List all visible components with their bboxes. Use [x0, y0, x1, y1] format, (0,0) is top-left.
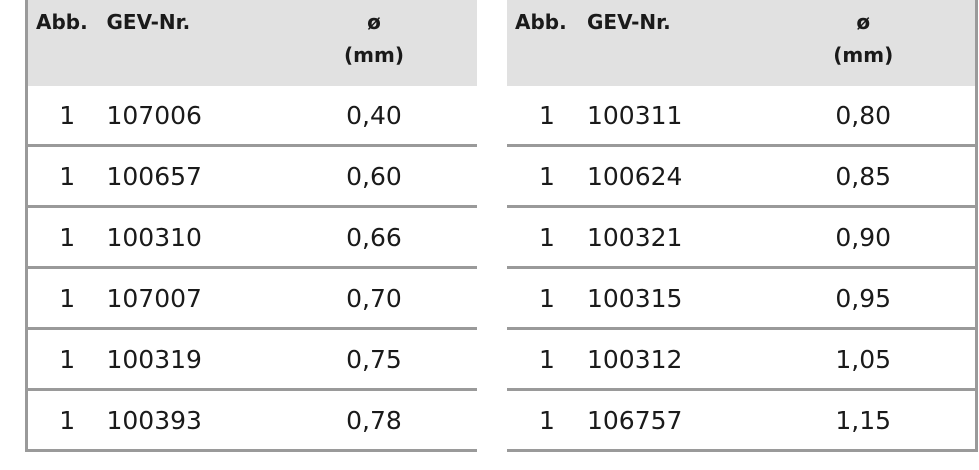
table-row: 1 100321 0,90: [507, 206, 976, 269]
table-cell: 1: [26, 389, 107, 452]
table-cell: 100624: [587, 145, 782, 208]
table-cell: 1: [507, 328, 587, 391]
table-cell: 100321: [587, 206, 782, 269]
table-cell: 1: [26, 328, 107, 391]
header-cell: Abb.: [26, 0, 107, 86]
table-row: 1 100319 0,75: [26, 328, 477, 391]
table-cell: 100310: [106, 206, 302, 269]
table-cell: 100312: [587, 328, 782, 391]
table-row: 1 106757 1,15: [507, 389, 976, 452]
table-row: 1 100624 0,85: [507, 145, 976, 208]
table: Abb. GEV-Nr. ø (mm) 1 107006 0,40 1 100657 0,60 1…: [25, 0, 477, 452]
header-row: Abb. GEV-Nr. ø (mm): [26, 0, 477, 86]
table-cell: 1: [507, 86, 587, 147]
header-cell: GEV-Nr.: [106, 0, 302, 86]
table-cell: 100319: [106, 328, 302, 391]
header-row: Abb. GEV-Nr. ø (mm): [507, 0, 976, 86]
table-cell: 1: [507, 267, 587, 330]
table-cell: 1: [26, 267, 107, 330]
table-cell: 1,05: [782, 328, 976, 391]
table-cell: 0,66: [301, 206, 477, 269]
table-cell: 0,75: [301, 328, 477, 391]
table-cell: 0,78: [301, 389, 477, 452]
table-cell: 1: [26, 145, 107, 208]
header-cell: ø (mm): [782, 0, 976, 86]
header-cell: GEV-Nr.: [587, 0, 782, 86]
table-cell: 0,40: [301, 86, 477, 147]
table-cell: 100315: [587, 267, 782, 330]
table-cell: 1: [507, 145, 587, 208]
header-cell: ø (mm): [301, 0, 477, 86]
table-row: 1 100312 1,05: [507, 328, 976, 391]
table: Abb. GEV-Nr. ø (mm) 1 100311 0,80 1 100624 0,85 1…: [507, 0, 978, 452]
header-cell: Abb.: [507, 0, 587, 86]
table-cell: 0,95: [782, 267, 976, 330]
table-row: 1 107007 0,70: [26, 267, 477, 330]
table-cell: 0,80: [782, 86, 976, 147]
table-row: 1 100311 0,80: [507, 86, 976, 147]
table-cell: 1: [26, 86, 107, 147]
table-row: 1 100310 0,66: [26, 206, 477, 269]
table-row: 1 100657 0,60: [26, 145, 477, 208]
table-cell: 100311: [587, 86, 782, 147]
table-cell: 1,15: [782, 389, 976, 452]
table-cell: 107006: [106, 86, 302, 147]
table-cell: 1: [507, 206, 587, 269]
table-cell: 0,90: [782, 206, 976, 269]
table-cell: 0,60: [301, 145, 477, 208]
table-row: 1 107006 0,40: [26, 86, 477, 147]
table-cell: 0,70: [301, 267, 477, 330]
table-cell: 0,85: [782, 145, 976, 208]
table-cell: 107007: [106, 267, 302, 330]
table-cell: 1: [507, 389, 587, 452]
table-cell: 1: [26, 206, 107, 269]
table-row: 1 100315 0,95: [507, 267, 976, 330]
table-cell: 100657: [106, 145, 302, 208]
table-row: 1 100393 0,78: [26, 389, 477, 452]
table-cell: 106757: [587, 389, 782, 452]
table-cell: 100393: [106, 389, 302, 452]
